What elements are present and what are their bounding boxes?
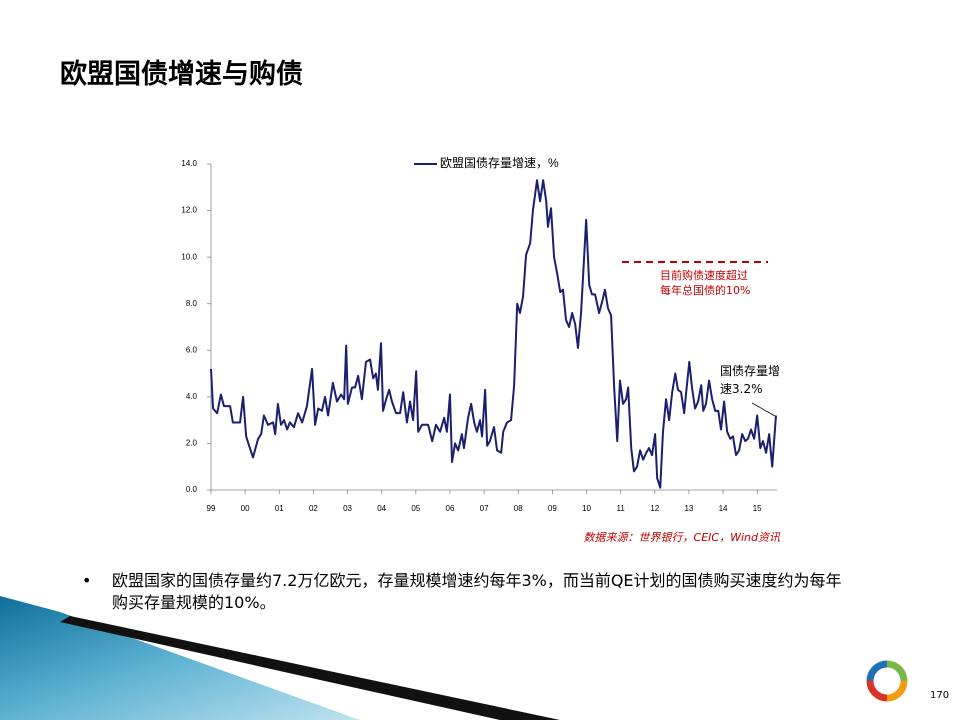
legend-label: 欧盟国债存量增速，% [440, 156, 559, 170]
x-tick-label: 05 [411, 504, 420, 513]
y-tick-label: 2.0 [186, 439, 198, 448]
x-tick-label: 08 [514, 504, 523, 513]
y-tick-label: 0.0 [186, 485, 198, 494]
annotation: 目前购债速度超过每年总国债的10% [660, 269, 751, 297]
chart: 0.0 2.0 4.0 6.0 8.0 10.0 12.0 14.0 99 00 01 02 03 04 0… [181, 156, 777, 513]
decor-stripe [60, 616, 560, 720]
source-note: 数据来源：世界银行，CEIC，Wind资讯 [583, 531, 780, 544]
decor-swoosh [0, 596, 360, 720]
y-tick-label: 10.0 [181, 252, 197, 261]
annotation-pointer [751, 402, 776, 417]
x-tick-label: 99 [207, 504, 216, 513]
page-number: 170 [930, 690, 950, 701]
slide-title: 欧盟国债增速与购债 [60, 59, 303, 90]
bullet-text: 欧盟国家的国债存量约7.2万亿欧元，存量规模增速约每年3%，而当前QE计划的国债… [112, 571, 842, 612]
x-tick-label: 13 [684, 504, 693, 513]
x-tick-label: 02 [309, 504, 318, 513]
x-tick-label: 09 [548, 504, 557, 513]
x-tick-label: 11 [616, 504, 625, 513]
x-tick-label: 10 [582, 504, 591, 513]
annotation: 国债存量增速3.2% [720, 364, 781, 396]
x-tick-label: 03 [343, 504, 352, 513]
y-tick-label: 6.0 [186, 345, 198, 354]
x-tick-label: 01 [275, 504, 284, 513]
x-tick-label: 07 [480, 504, 489, 513]
y-tick-label: 14.0 [181, 159, 197, 168]
x-tick-label: 06 [446, 504, 455, 513]
x-tick-label: 00 [241, 504, 250, 513]
x-tick-label: 04 [377, 504, 386, 513]
y-tick-label: 4.0 [186, 392, 198, 401]
y-tick-label: 12.0 [181, 206, 197, 215]
x-tick-label: 14 [719, 504, 728, 513]
logo [866, 660, 908, 702]
bullet-dot: • [82, 571, 92, 590]
data-line [210, 179, 777, 489]
x-tick-label: 15 [753, 504, 762, 513]
y-tick-label: 8.0 [186, 299, 198, 308]
x-tick-label: 12 [650, 504, 659, 513]
